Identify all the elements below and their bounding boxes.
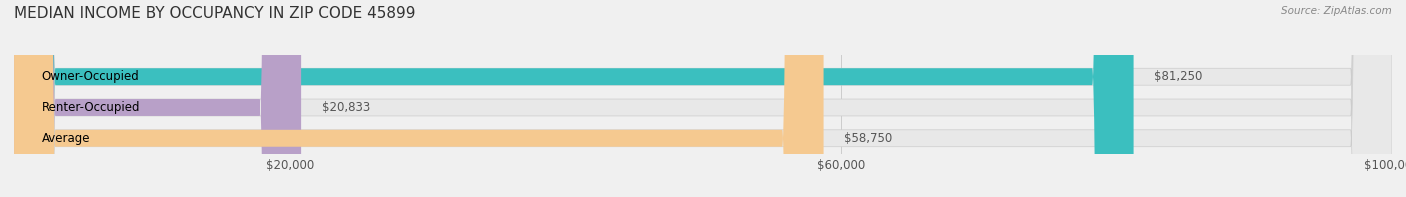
Text: $81,250: $81,250	[1154, 70, 1202, 83]
FancyBboxPatch shape	[14, 0, 1392, 197]
Text: Average: Average	[42, 132, 90, 145]
FancyBboxPatch shape	[14, 0, 1392, 197]
Text: Source: ZipAtlas.com: Source: ZipAtlas.com	[1281, 6, 1392, 16]
Text: $58,750: $58,750	[844, 132, 893, 145]
FancyBboxPatch shape	[14, 0, 1392, 197]
Text: Renter-Occupied: Renter-Occupied	[42, 101, 141, 114]
FancyBboxPatch shape	[14, 0, 824, 197]
Text: MEDIAN INCOME BY OCCUPANCY IN ZIP CODE 45899: MEDIAN INCOME BY OCCUPANCY IN ZIP CODE 4…	[14, 6, 416, 21]
Text: $20,833: $20,833	[322, 101, 370, 114]
FancyBboxPatch shape	[14, 0, 301, 197]
Text: Owner-Occupied: Owner-Occupied	[42, 70, 139, 83]
FancyBboxPatch shape	[14, 0, 1133, 197]
